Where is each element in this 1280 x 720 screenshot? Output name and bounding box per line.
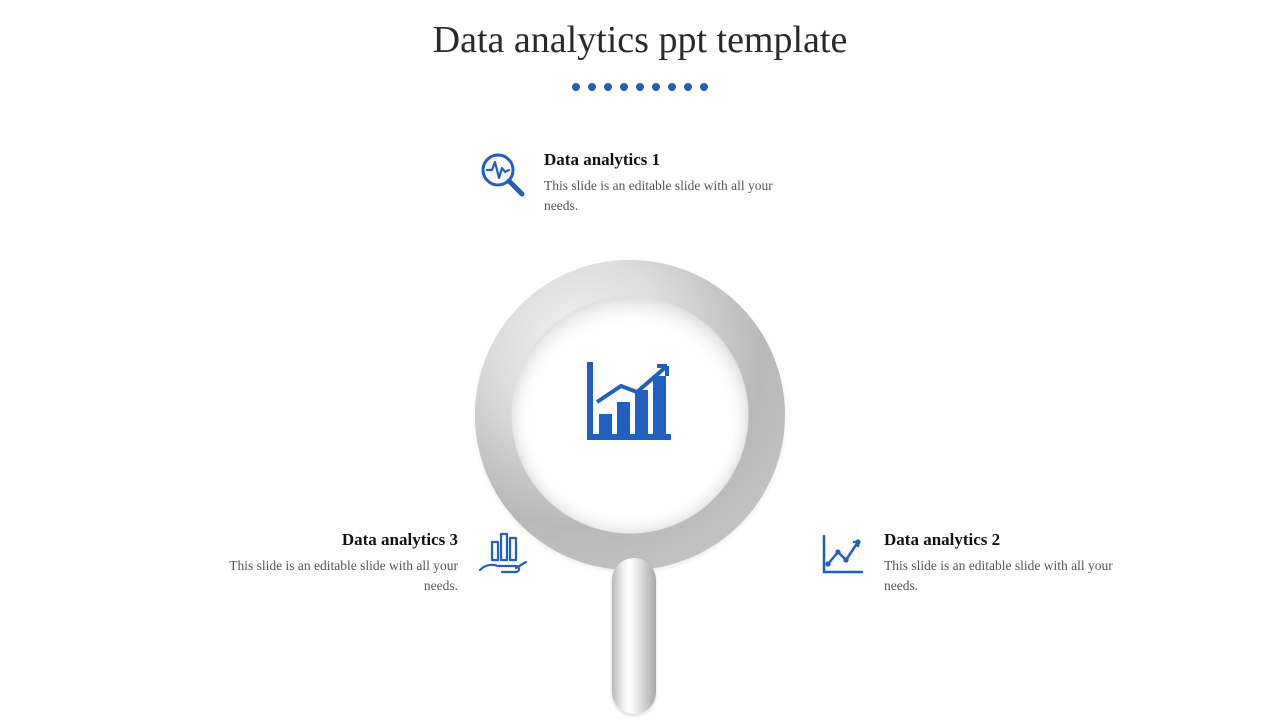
item-title: Data analytics 2	[884, 530, 1134, 550]
item-data-analytics-3: Data analytics 3 This slide is an editab…	[208, 530, 530, 595]
page-title: Data analytics ppt template	[0, 18, 1280, 62]
item-body: This slide is an editable slide with all…	[208, 556, 458, 595]
item-data-analytics-2: Data analytics 2 This slide is an editab…	[818, 530, 1134, 595]
item-data-analytics-1: Data analytics 1 This slide is an editab…	[478, 150, 794, 215]
bar-chart-arrow-icon	[587, 362, 679, 447]
slide: Data analytics ppt template	[0, 0, 1280, 720]
item-body: This slide is an editable slide with all…	[884, 556, 1134, 595]
item-title: Data analytics 1	[544, 150, 794, 170]
line-chart-icon	[818, 530, 866, 595]
pulse-magnifier-icon	[478, 150, 526, 215]
magnifier-handle	[612, 558, 656, 714]
decorative-dots	[0, 78, 1280, 96]
hand-bars-icon	[476, 530, 530, 595]
item-body: This slide is an editable slide with all…	[544, 176, 794, 215]
item-title: Data analytics 3	[208, 530, 458, 550]
